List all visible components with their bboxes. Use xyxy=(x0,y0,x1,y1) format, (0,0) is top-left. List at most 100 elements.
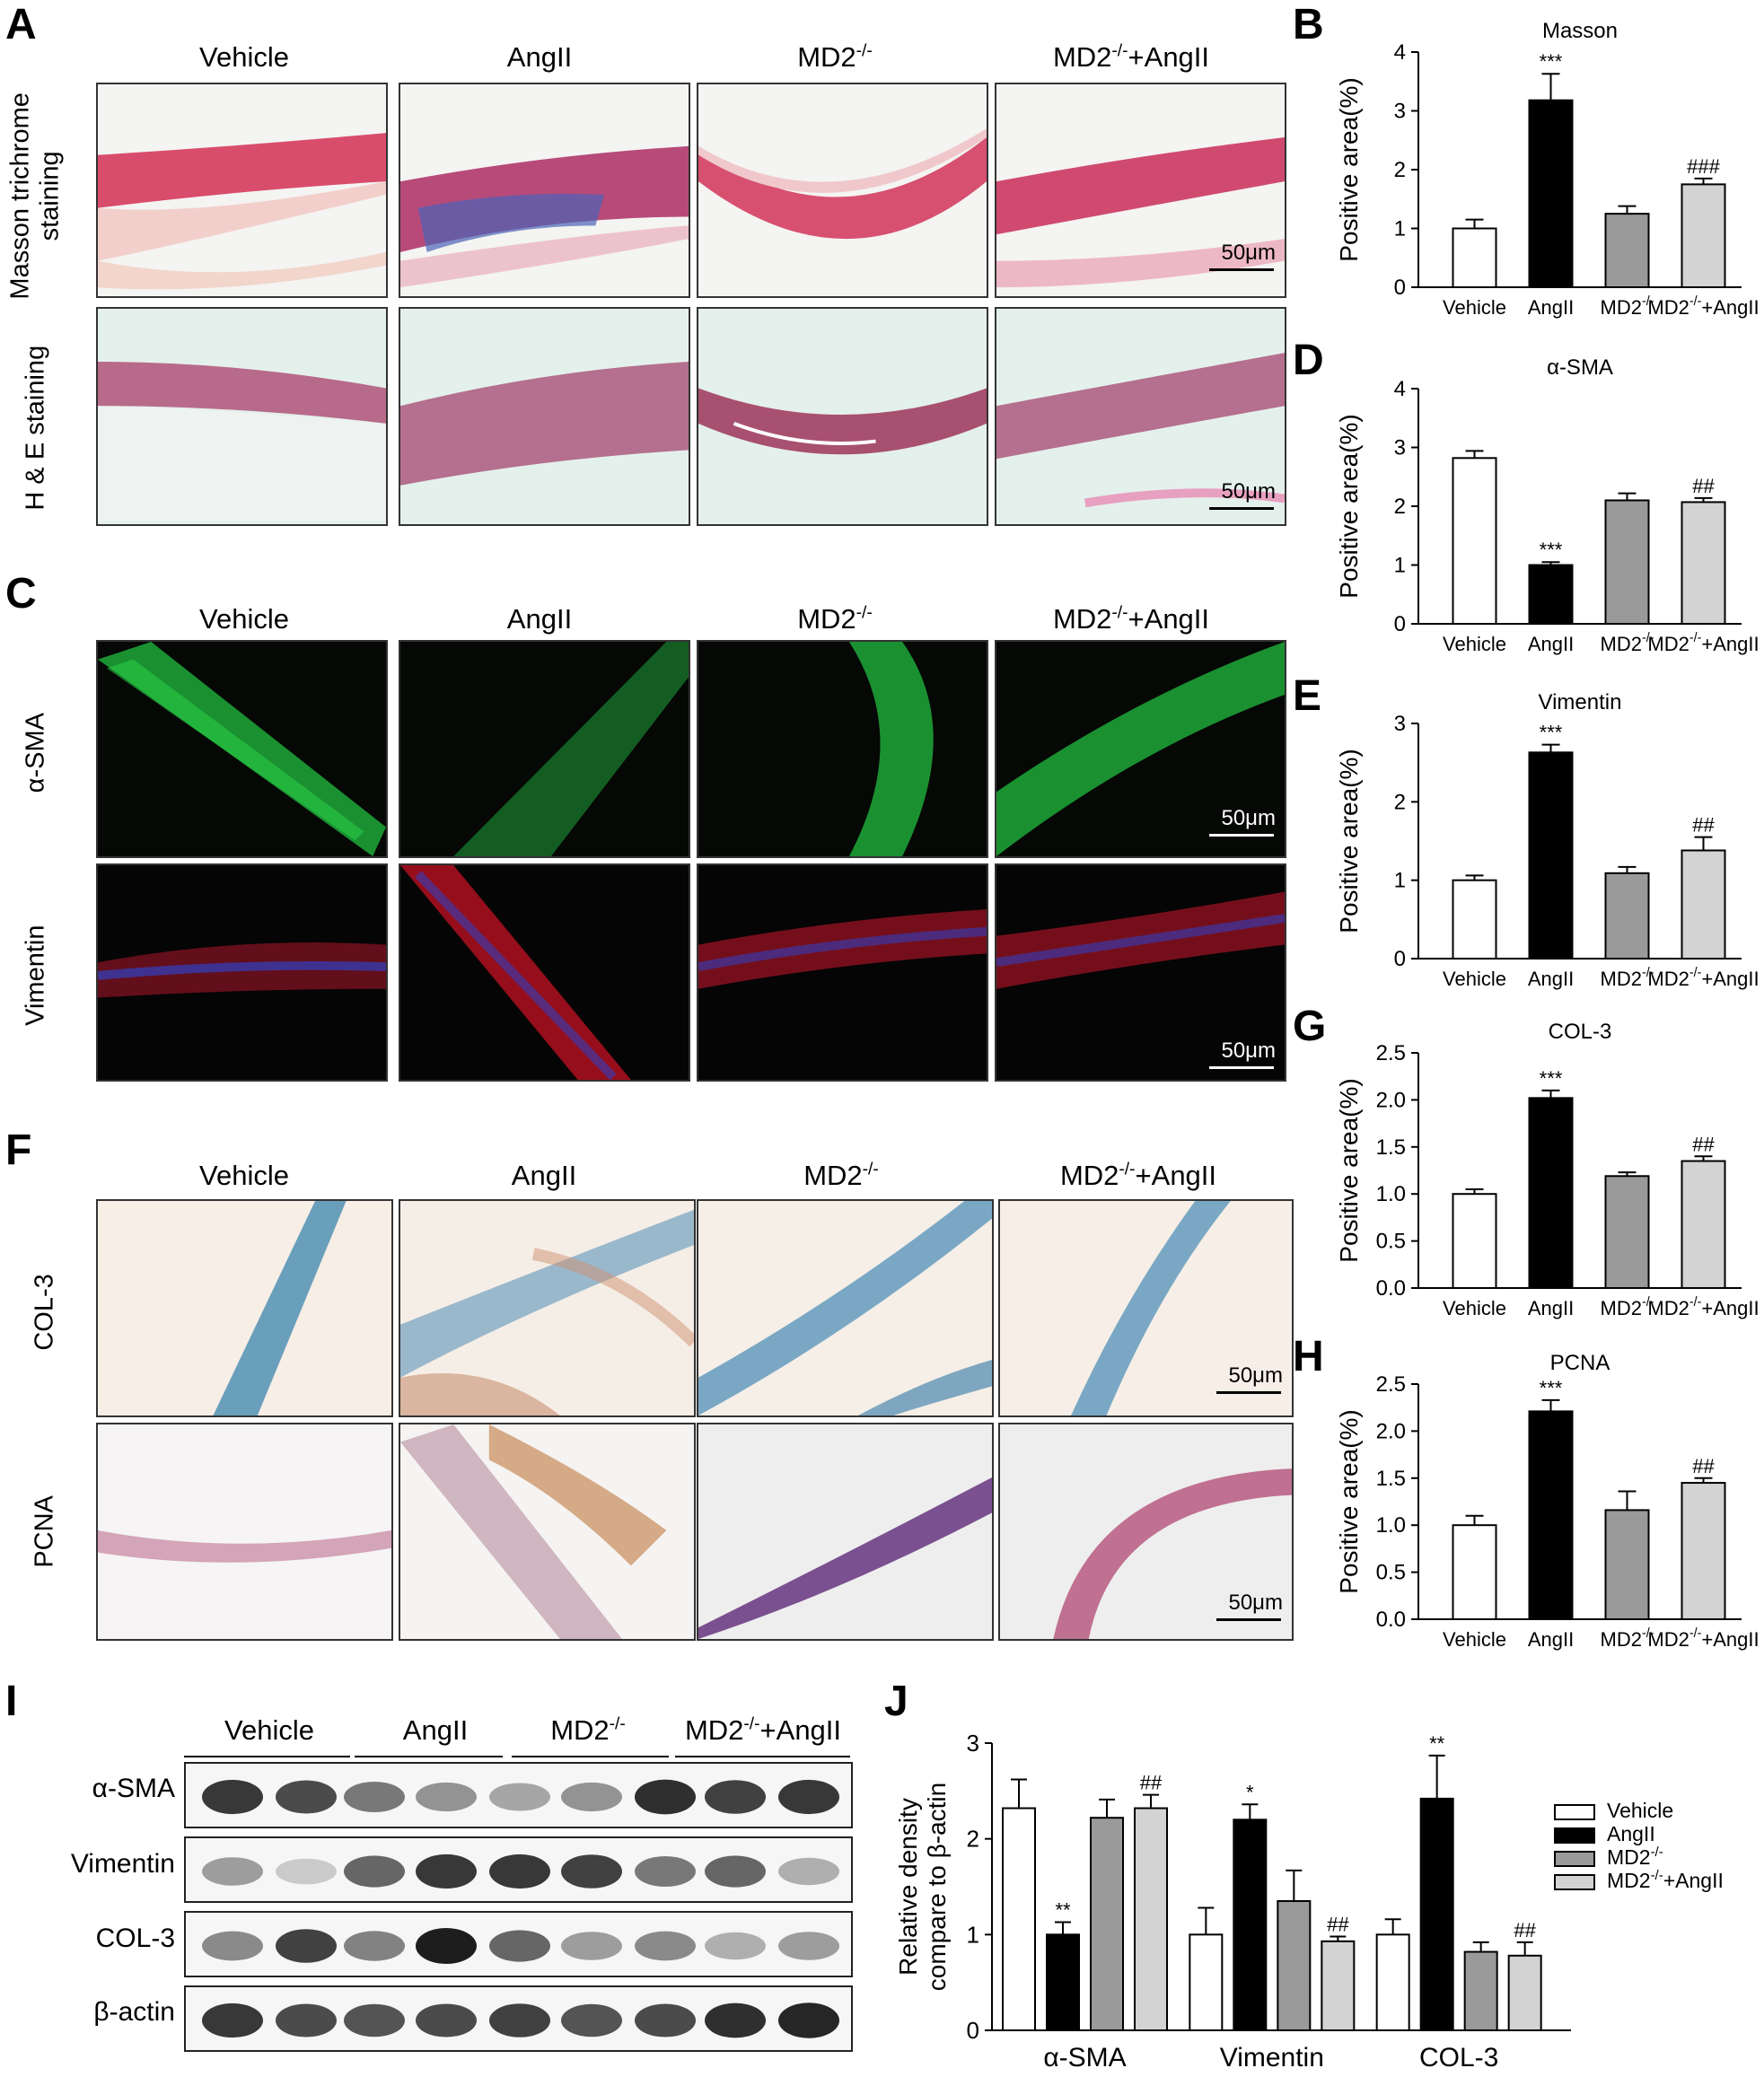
col-label-angii: AngII xyxy=(506,41,573,73)
significance-label: ## xyxy=(1692,1455,1715,1477)
wb-group-line xyxy=(184,1756,350,1757)
y-tick-label: 2.5 xyxy=(1376,1041,1406,1065)
chart-title: Vimentin xyxy=(1539,690,1622,714)
y-axis-label: Positive area(%) xyxy=(1335,749,1363,933)
tick-label-sup: -/- xyxy=(1642,966,1654,980)
tick-label-part: MD2 xyxy=(1601,1628,1642,1651)
chart-title: COL-3 xyxy=(1549,1020,1612,1044)
bar xyxy=(1321,1940,1356,2031)
micrograph-masson-vehicle xyxy=(96,83,388,298)
y-tick-label: 1 xyxy=(967,1921,979,1948)
bar xyxy=(1681,1482,1726,1620)
x-tick-label: MD2-/-+AngII xyxy=(1647,631,1759,655)
y-tick-label: 1.0 xyxy=(1376,1182,1406,1206)
wb-group-vehicle: Vehicle xyxy=(224,1714,314,1746)
blot-band xyxy=(416,1854,477,1889)
blot-band xyxy=(705,2003,766,2038)
ihc-pcna-angii xyxy=(399,1423,696,1641)
blot-svg xyxy=(202,1779,839,1815)
significance-label: ** xyxy=(1055,1898,1071,1921)
tick-label-part: MD2 xyxy=(1647,968,1689,990)
y-tick-label: 1.5 xyxy=(1376,1467,1406,1491)
scale-label: 50μm xyxy=(1221,1038,1276,1063)
wb-label-col3: COL-3 xyxy=(95,1924,175,1953)
blot-band xyxy=(344,2003,405,2038)
y-axis-label: Relative densitycompare to β-actin xyxy=(894,1783,951,1991)
wb-label-bactin: β-actin xyxy=(93,1997,175,2027)
x-tick-label: MD2-/-+AngII xyxy=(1647,294,1759,319)
bar xyxy=(1681,501,1726,625)
wb-label-vimentin: Vimentin xyxy=(70,1849,175,1879)
y-tick-label: 1 xyxy=(1394,217,1406,241)
significance-label: ## xyxy=(1514,1919,1536,1941)
legend-swatch xyxy=(1554,1851,1595,1867)
blot-svg xyxy=(202,2003,839,2038)
panel-letter-e: E xyxy=(1293,672,1322,720)
ihc-pcna-md2-angii: 50μm xyxy=(998,1423,1294,1641)
legend-label: Vehicle xyxy=(1607,1799,1673,1822)
panel-letter-b: B xyxy=(1293,1,1324,48)
x-tick-label: MD2-/- xyxy=(1601,631,1654,655)
bar xyxy=(1604,499,1650,625)
blot-svg xyxy=(202,1854,839,1889)
bar xyxy=(1528,1410,1574,1620)
md2-sup: -/- xyxy=(609,1714,626,1734)
tick-label-sup: -/- xyxy=(1689,966,1702,980)
md2-angii-suffix: +AngII xyxy=(759,1714,842,1746)
y-tick-label: 2.5 xyxy=(1376,1372,1406,1397)
y-tick-label: 2 xyxy=(1394,790,1406,814)
bar-chart-pcna: PCNA Positive area(%) 0.0 0.5 1.0 1.5 2.0 2.5 Ve… xyxy=(1320,1350,1760,1682)
blot-band xyxy=(561,2003,622,2038)
bar-chart-relative-density: Relative densitycompare to β-actin 0 1 2 3 **… xyxy=(880,1696,1764,2073)
panel-letter-j: J xyxy=(884,1678,908,1725)
chart-title: PCNA xyxy=(1550,1351,1610,1375)
y-axis-label-line: Relative density xyxy=(894,1798,922,1976)
legend-label-part: +AngII xyxy=(1663,1869,1724,1892)
blot-band xyxy=(276,1858,337,1885)
blot-band xyxy=(202,2003,263,2038)
blot-band xyxy=(561,1782,622,1812)
tick-label-part: MD2 xyxy=(1601,633,1642,655)
significance-label: ### xyxy=(1687,155,1720,178)
md2-sup: -/- xyxy=(1119,1160,1136,1179)
panel-letter-a: A xyxy=(5,1,37,48)
md2-base: MD2 xyxy=(1059,1160,1119,1191)
md2-angii-suffix: +AngII xyxy=(1128,603,1210,635)
ihc-col3-md2 xyxy=(697,1199,994,1417)
fluorescence-vimentin-md2 xyxy=(697,863,988,1082)
y-tick-label: 1.5 xyxy=(1376,1135,1406,1160)
x-tick-label: MD2-/-+AngII xyxy=(1647,1626,1759,1651)
bar xyxy=(1134,1807,1168,2031)
y-tick-label: 2 xyxy=(967,1826,979,1853)
fluorescence-vimentin-angii xyxy=(399,863,690,1082)
blot-band xyxy=(561,1854,622,1889)
panel-letter-d: D xyxy=(1293,337,1324,384)
tick-label-part: MD2 xyxy=(1601,296,1642,319)
x-tick-label: Vehicle xyxy=(1443,968,1506,990)
bar xyxy=(1604,1509,1650,1621)
col-label-vehicle: Vehicle xyxy=(199,603,289,635)
y-tick-label: 2 xyxy=(1394,495,1406,519)
x-tick-label: AngII xyxy=(1528,968,1574,990)
y-tick-label: 3 xyxy=(1394,436,1406,460)
blot-band xyxy=(705,1932,766,1960)
wb-group-md2-angii: MD2-/-+AngII xyxy=(685,1714,841,1747)
x-tick-label: AngII xyxy=(1528,296,1574,319)
wb-group-md2: MD2-/- xyxy=(550,1714,626,1747)
fluorescence-asma-angii xyxy=(399,640,690,858)
tick-label-part: MD2 xyxy=(1647,1297,1689,1319)
bar xyxy=(1452,879,1497,960)
tick-label-part: MD2 xyxy=(1601,968,1642,990)
y-tick-label: 4 xyxy=(1394,377,1406,401)
legend-swatch xyxy=(1554,1804,1595,1820)
blot-band xyxy=(276,2003,337,2038)
md2-base: MD2 xyxy=(797,603,856,635)
md2-sup: -/- xyxy=(856,41,873,61)
blot-band xyxy=(561,1932,622,1960)
western-blot-bactin xyxy=(184,1985,853,2052)
blot-band xyxy=(276,1780,337,1814)
y-tick-label: 3 xyxy=(1394,712,1406,736)
significance-label: *** xyxy=(1540,1067,1563,1090)
col-label-md2: MD2-/- xyxy=(803,1160,879,1192)
tick-label-sup: -/- xyxy=(1642,1295,1654,1310)
